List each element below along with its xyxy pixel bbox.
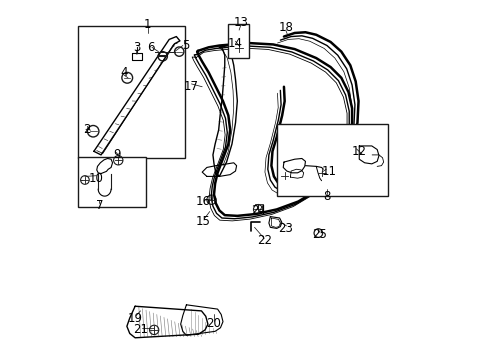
Text: 25: 25 [312, 228, 326, 241]
Text: 16: 16 [195, 195, 210, 208]
Text: 4: 4 [121, 66, 128, 79]
Text: 11: 11 [321, 165, 336, 178]
Text: 3: 3 [133, 41, 141, 54]
Text: 6: 6 [147, 41, 155, 54]
Text: 12: 12 [351, 145, 366, 158]
Text: 9: 9 [113, 148, 121, 161]
Text: 23: 23 [278, 222, 293, 235]
Text: 8: 8 [323, 190, 330, 203]
Text: 10: 10 [88, 172, 103, 185]
Text: 13: 13 [233, 16, 248, 29]
Text: 21: 21 [133, 323, 148, 336]
Text: 2: 2 [83, 123, 90, 136]
FancyBboxPatch shape [78, 26, 185, 158]
Text: 20: 20 [206, 317, 221, 330]
FancyBboxPatch shape [276, 125, 387, 196]
Text: 1: 1 [143, 18, 151, 31]
Text: 18: 18 [278, 21, 293, 34]
Text: 5: 5 [181, 39, 189, 52]
FancyBboxPatch shape [228, 24, 249, 58]
Text: 17: 17 [183, 80, 198, 93]
Text: 15: 15 [195, 215, 210, 228]
Text: 19: 19 [127, 311, 142, 325]
Text: 7: 7 [95, 199, 103, 212]
FancyBboxPatch shape [78, 157, 145, 207]
Text: 24: 24 [251, 204, 266, 217]
Text: 14: 14 [227, 37, 243, 50]
Text: 22: 22 [256, 234, 271, 247]
